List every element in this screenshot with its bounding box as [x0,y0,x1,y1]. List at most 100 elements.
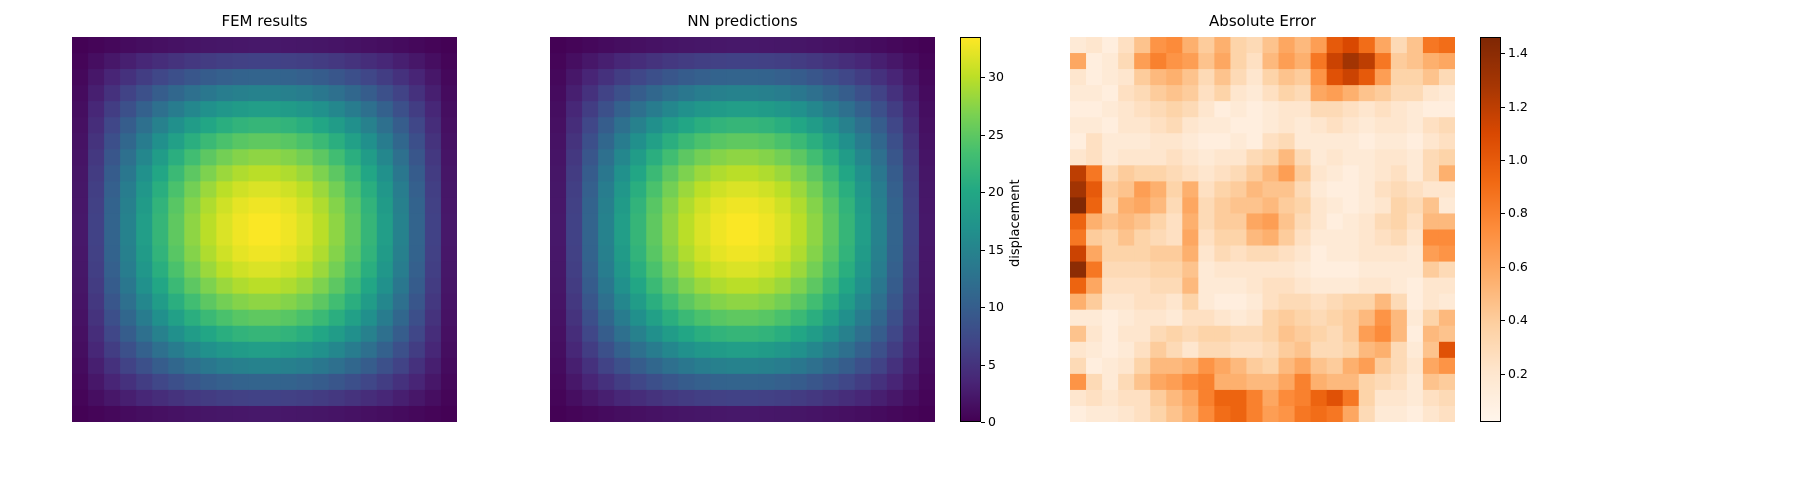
colorbar-tick-label: 0.8 [1508,205,1528,221]
heatmap-cell [1326,405,1344,423]
heatmap-cell [1134,277,1151,295]
heatmap-cell [550,165,567,182]
heatmap-cell [1278,53,1296,70]
heatmap-cell [1358,405,1376,423]
heatmap-cell [1166,213,1183,231]
heatmap-cell [1278,277,1296,295]
heatmap-cell [726,261,744,279]
heatmap-cell [1390,309,1408,327]
heatmap-cell [72,37,89,54]
heatmap-cell [1326,341,1344,359]
heatmap-cell [1246,341,1264,359]
heatmap-cell [614,293,631,311]
heatmap-cell [566,149,583,166]
heatmap-cell [1150,229,1167,247]
heatmap-cell [1358,261,1376,279]
heatmap-cell [678,325,695,343]
heatmap-cell [662,325,679,343]
heatmap-cell [72,341,89,359]
heatmap-cell [1246,325,1264,343]
heatmap-cell [1166,293,1183,311]
heatmap-cell [758,389,776,407]
heatmap-cell [248,213,266,231]
heatmap-cell [152,85,169,102]
heatmap-cell [1118,341,1135,359]
heatmap-cell [598,165,615,182]
heatmap-cell [1406,373,1424,391]
heatmap-cell [360,69,378,86]
heatmap-cell [120,149,137,166]
heatmap-cell [1134,149,1151,166]
heatmap-cell [1294,277,1312,295]
heatmap-cell [328,245,346,263]
colorbar-tick-mark [1501,159,1505,161]
heatmap-cell [1438,69,1456,86]
heatmap-cell [376,229,394,247]
heatmap-cell [264,117,282,134]
heatmap-cell [440,229,458,247]
heatmap-cell [614,213,631,231]
heatmap-cell [582,133,599,150]
heatmap-cell [1278,293,1296,311]
heatmap-cell [296,405,314,423]
heatmap-cell [614,309,631,327]
heatmap-cell [1166,37,1183,54]
heatmap-cell [742,261,760,279]
heatmap-cell [216,197,234,215]
heatmap-cell [646,213,663,231]
heatmap-cell [646,149,663,166]
heatmap-cell [694,165,712,182]
heatmap-cell [248,325,266,343]
heatmap-cell [360,341,378,359]
heatmap-cell [440,37,458,54]
heatmap-cell [1422,213,1440,231]
heatmap-cell [1102,309,1119,327]
heatmap-cell [1118,197,1135,215]
heatmap-cell [886,389,904,407]
heatmap-cell [1102,277,1119,295]
heatmap-cell [1118,37,1135,54]
heatmap-cell [678,405,695,423]
heatmap-cell [200,165,217,182]
heatmap-cell [360,309,378,327]
heatmap-cell [838,117,856,134]
heatmap-cell [1358,373,1376,391]
heatmap-cell [1246,85,1264,102]
heatmap-cell [1086,357,1103,375]
heatmap-cell [1342,325,1360,343]
heatmap-cell [630,149,647,166]
heatmap-cell [88,341,105,359]
heatmap-cell [550,133,567,150]
heatmap-cell [72,373,89,391]
heatmap-cell [550,309,567,327]
heatmap-cell [408,261,426,279]
heatmap-cell [1134,309,1151,327]
heatmap-cell [870,213,888,231]
heatmap-cell [1230,357,1248,375]
heatmap-cell [1294,357,1312,375]
heatmap-cell [296,101,314,118]
heatmap-cell [168,69,185,86]
heatmap-cell [806,133,824,150]
heatmap-cell [424,101,442,118]
heatmap-cell [200,101,217,118]
heatmap-cell [1406,69,1424,86]
heatmap-cell [344,229,362,247]
heatmap-cell [424,197,442,215]
heatmap-cell [598,373,615,391]
heatmap-cell [1166,389,1183,407]
heatmap-cell [1422,293,1440,311]
heatmap-cell [1278,357,1296,375]
heatmap-cell [136,133,153,150]
heatmap-cell [1150,405,1167,423]
heatmap-cell [918,389,936,407]
heatmap-cell [152,373,169,391]
heatmap-cell [550,405,567,423]
heatmap-cell [902,197,920,215]
heatmap-cell [232,69,250,86]
heatmap-cell [1182,149,1199,166]
heatmap-cell [758,197,776,215]
heatmap-cell [184,117,201,134]
heatmap-cell [328,229,346,247]
heatmap-cell [1182,37,1199,54]
